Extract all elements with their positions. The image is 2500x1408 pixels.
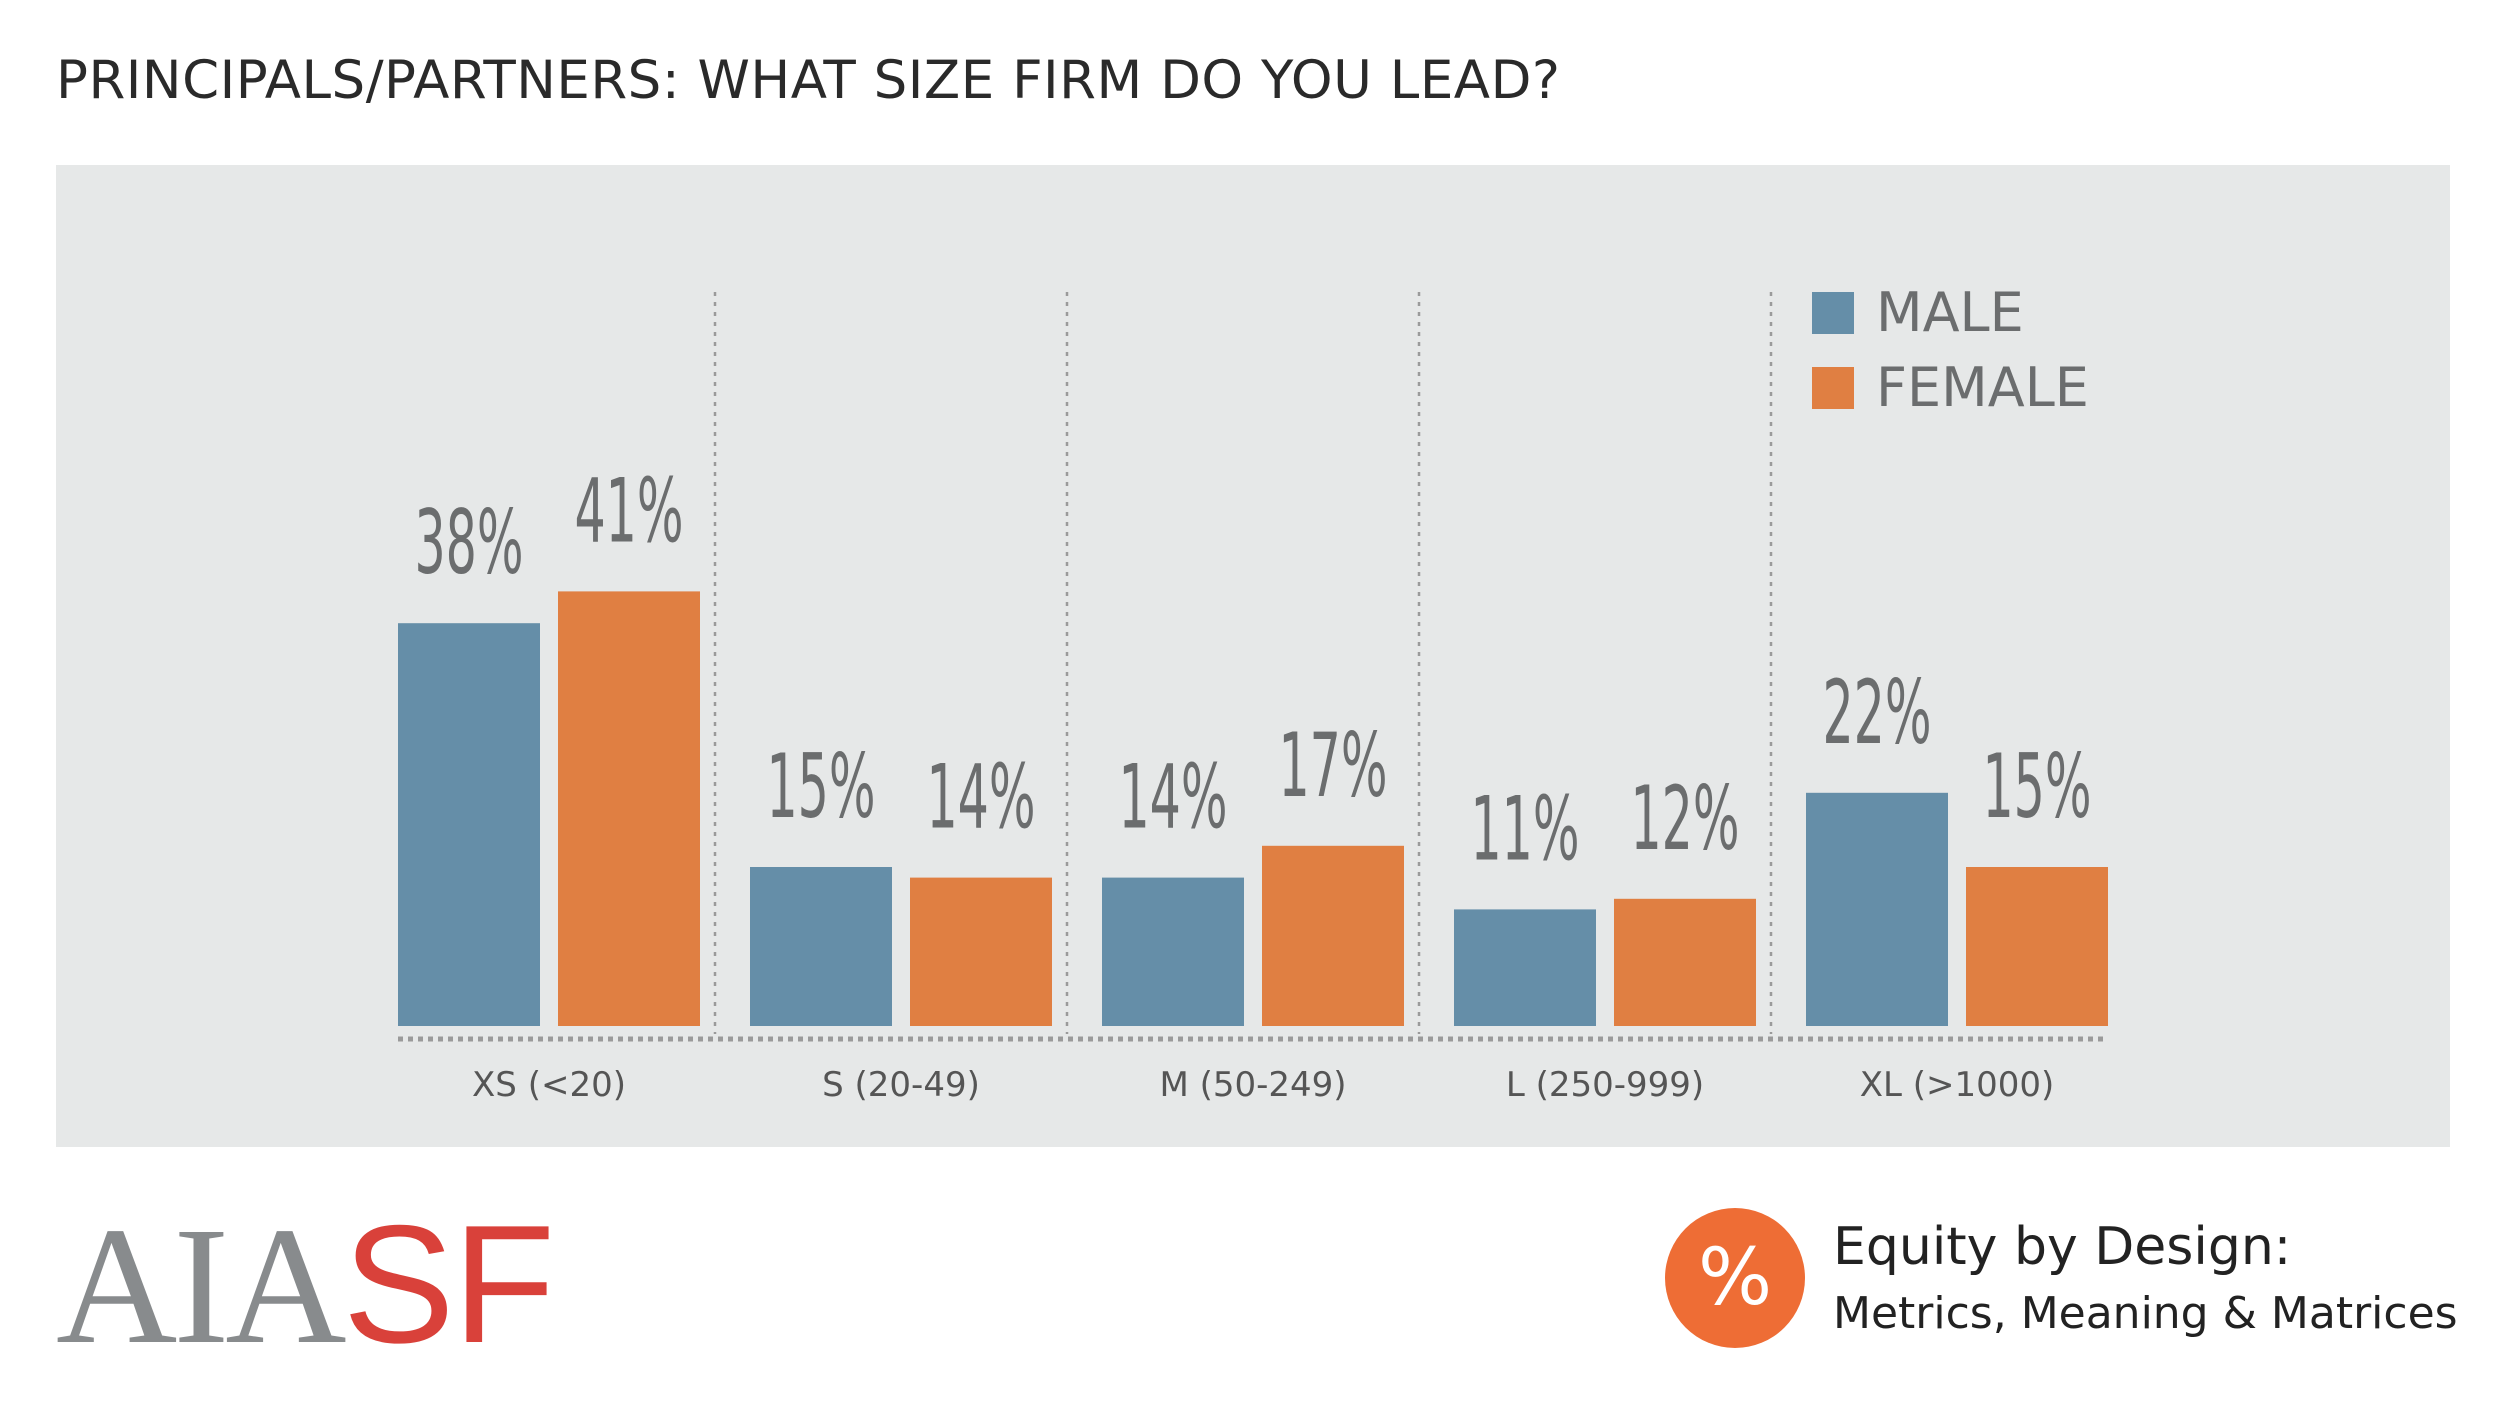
- data-label: 38%: [414, 493, 523, 595]
- data-label: 14%: [926, 747, 1035, 849]
- male-bar: [750, 867, 892, 1026]
- category-label: XL (>1000): [1860, 1065, 2055, 1105]
- percent-badge-icon: %: [1665, 1208, 1805, 1348]
- data-label: 17%: [1278, 715, 1387, 817]
- female-bar: [1966, 867, 2108, 1026]
- female-bar: [558, 591, 700, 1026]
- female-bar: [1614, 898, 1756, 1026]
- aiasf-logo: AIASF: [56, 1200, 555, 1370]
- legend-label: MALE: [1876, 281, 2024, 344]
- data-label: 15%: [1982, 736, 2091, 838]
- category-label: L (250-999): [1506, 1065, 1704, 1105]
- data-label: 12%: [1630, 768, 1739, 870]
- logo-sf-text: SF: [342, 1190, 556, 1378]
- data-label: 41%: [574, 461, 683, 563]
- male-bar: [1454, 909, 1596, 1026]
- brand-subtitle: Metrics, Meaning & Matrices: [1833, 1288, 2458, 1339]
- category-label: XS (<20): [472, 1065, 626, 1105]
- female-bar: [910, 877, 1052, 1026]
- data-label: 15%: [766, 736, 875, 838]
- legend-label: FEMALE: [1876, 356, 2089, 419]
- brand-title: Equity by Design:: [1833, 1217, 2292, 1277]
- chart-title: PRINCIPALS/PARTNERS: WHAT SIZE FIRM DO Y…: [56, 50, 1561, 111]
- male-bar: [1806, 792, 1948, 1026]
- data-label: 14%: [1118, 747, 1227, 849]
- category-label: S (20-49): [822, 1065, 980, 1105]
- legend-swatch: [1812, 367, 1854, 409]
- data-label: 11%: [1470, 779, 1579, 881]
- data-label: 22%: [1822, 662, 1931, 764]
- male-bar: [398, 623, 540, 1026]
- category-label: M (50-249): [1159, 1065, 1346, 1105]
- logo-aia-text: AIA: [56, 1193, 347, 1379]
- legend-swatch: [1812, 292, 1854, 334]
- bar-chart: 38% 41% XS (<20) 15% 14% S (20-49) 14% 17% M (50…: [398, 281, 2108, 1105]
- female-bar: [1262, 845, 1404, 1026]
- male-bar: [1102, 877, 1244, 1026]
- chart-panel: 38% 41% XS (<20) 15% 14% S (20-49) 14% 17% M (50…: [56, 165, 2450, 1147]
